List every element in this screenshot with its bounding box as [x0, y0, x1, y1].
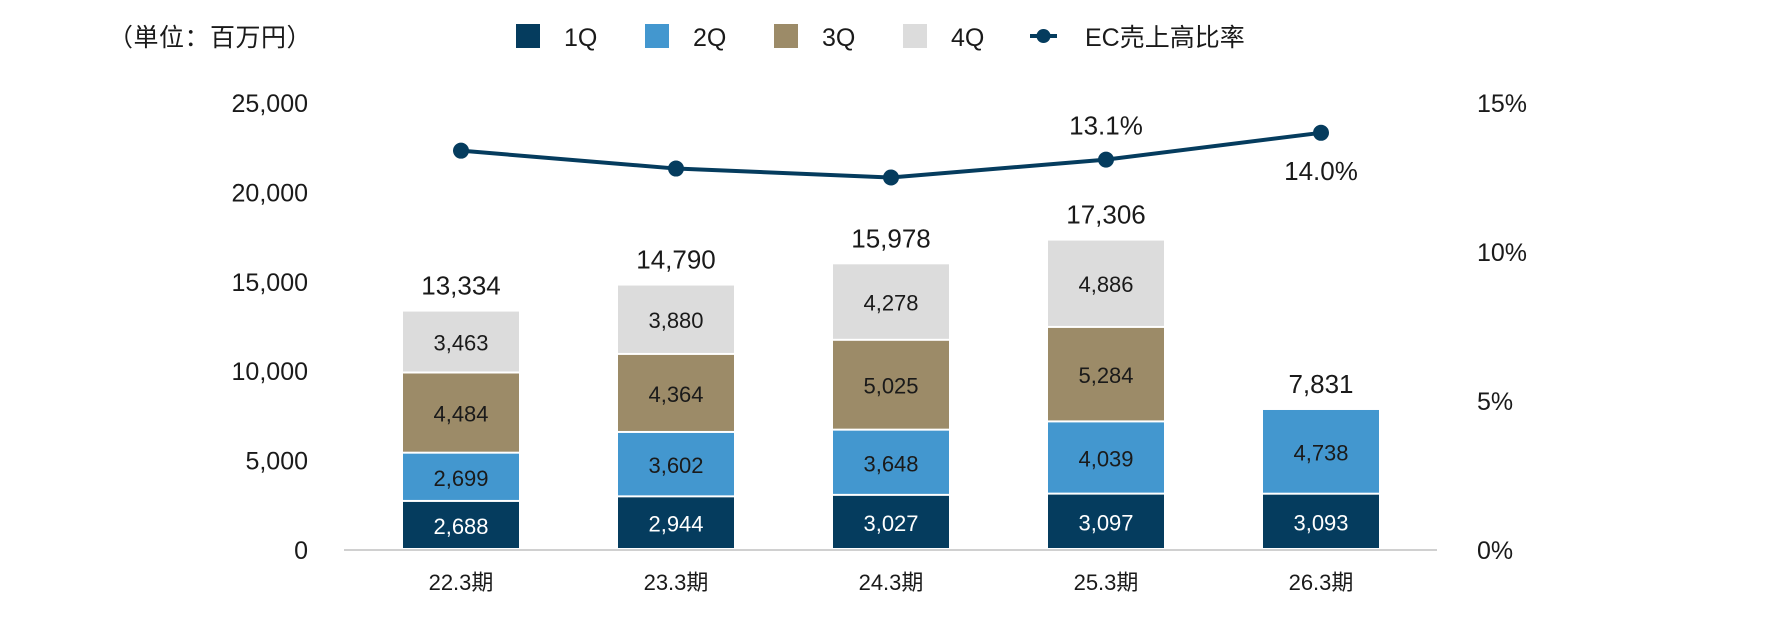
legend-label: EC売上高比率	[1085, 24, 1245, 52]
bar-segment-3Q[interactable]	[833, 340, 949, 429]
segment-value-label: 4,278	[863, 291, 918, 316]
ratio-value-label: 13.1%	[1069, 111, 1143, 141]
bar-segment-2Q[interactable]	[618, 432, 734, 496]
segment-value-label: 2,688	[433, 514, 488, 539]
bar-segment-4Q[interactable]	[403, 311, 519, 372]
legend-label: 2Q	[693, 24, 726, 52]
total-value-label: 7,831	[1288, 369, 1353, 399]
legend-swatch-icon	[774, 24, 798, 48]
segment-value-label: 4,484	[433, 402, 488, 427]
ratio-marker-icon[interactable]	[453, 142, 469, 159]
y-tick-label: 0	[294, 537, 308, 565]
legend-item-4Q[interactable]: 4Q	[903, 24, 984, 52]
bar-group-26.3期[interactable]: 3,093 4,738 7,831	[1263, 369, 1379, 548]
bar-segment-4Q[interactable]	[618, 285, 734, 353]
x-tick-label: 22.3期	[429, 570, 494, 595]
x-tick-label: 26.3期	[1289, 570, 1354, 595]
segment-value-label: 3,097	[1078, 510, 1133, 535]
bar-segment-4Q[interactable]	[833, 264, 949, 339]
bar-segment-3Q[interactable]	[618, 354, 734, 431]
total-value-label: 15,978	[851, 223, 931, 253]
x-axis-labels: 22.3期 23.3期 24.3期 25.3期 26.3期	[429, 570, 1354, 595]
y2-tick-label: 10%	[1477, 239, 1527, 267]
total-value-label: 13,334	[421, 271, 501, 301]
y-tick-label: 15,000	[232, 269, 308, 297]
bar-group-24.3期[interactable]: 3,027 3,648 5,025 4,278 15,978	[833, 223, 949, 548]
segment-value-label: 4,364	[648, 382, 703, 407]
y-tick-label: 10,000	[232, 358, 308, 386]
y2-tick-label: 0%	[1477, 537, 1513, 565]
bar-segment-2Q[interactable]	[1263, 409, 1379, 493]
total-value-label: 17,306	[1066, 200, 1146, 230]
bar-segment-1Q[interactable]	[1048, 494, 1164, 548]
legend: 1Q 2Q 3Q 4Q EC売上高比率	[516, 24, 1245, 52]
segment-value-label: 3,463	[433, 331, 488, 356]
legend-swatch-icon	[645, 24, 669, 48]
bar-segment-2Q[interactable]	[403, 453, 519, 500]
y-tick-label: 5,000	[245, 448, 308, 476]
legend-item-2Q[interactable]: 2Q	[645, 24, 726, 52]
segment-value-label: 3,880	[648, 308, 703, 333]
legend-swatch-icon	[903, 24, 927, 48]
legend-label: 1Q	[564, 24, 597, 52]
ratio-marker-icon[interactable]	[1313, 124, 1329, 141]
bar-segment-1Q[interactable]	[833, 495, 949, 548]
legend-item-EC売上高比率[interactable]: EC売上高比率	[1030, 24, 1245, 52]
legend-swatch-icon	[516, 24, 540, 48]
bar-segment-3Q[interactable]	[403, 373, 519, 452]
total-value-label: 14,790	[636, 245, 716, 275]
bar-group-22.3期[interactable]: 2,688 2,699 4,484 3,463 13,334	[403, 271, 519, 548]
bar-segment-1Q[interactable]	[1263, 494, 1379, 548]
legend-label: 4Q	[951, 24, 984, 52]
bar-group-25.3期[interactable]: 3,097 4,039 5,284 4,886 17,306	[1048, 200, 1164, 548]
bars: 2,688 2,699 4,484 3,463 13,334 2,944 3,602 4,36…	[403, 200, 1379, 548]
segment-value-label: 4,039	[1078, 447, 1133, 472]
bar-segment-1Q[interactable]	[618, 497, 734, 548]
ratio-marker-icon[interactable]	[668, 160, 684, 177]
legend-item-1Q[interactable]: 1Q	[516, 24, 597, 52]
y2-tick-label: 5%	[1477, 388, 1513, 416]
y-axis-left: 0 5,000 10,000 15,000 20,000 25,000	[232, 90, 308, 565]
segment-value-label: 4,886	[1078, 272, 1133, 297]
segment-value-label: 3,093	[1293, 510, 1348, 535]
legend-item-3Q[interactable]: 3Q	[774, 24, 855, 52]
x-tick-label: 25.3期	[1074, 570, 1139, 595]
segment-value-label: 5,284	[1078, 363, 1133, 388]
segment-value-label: 5,025	[863, 374, 918, 399]
y-tick-label: 25,000	[232, 90, 308, 118]
bar-group-23.3期[interactable]: 2,944 3,602 4,364 3,880 14,790	[618, 245, 734, 548]
y-axis-right: 0% 5% 10% 15%	[1477, 90, 1527, 565]
segment-value-label: 2,699	[433, 466, 488, 491]
legend-label: 3Q	[822, 24, 855, 52]
ec-ratio-line: 13.1% 14.0%	[453, 111, 1358, 186]
unit-label: （単位：百万円）	[108, 24, 313, 52]
legend-marker-icon	[1036, 29, 1051, 43]
ratio-value-label: 14.0%	[1284, 156, 1358, 186]
bar-segment-1Q[interactable]	[403, 501, 519, 548]
segment-value-label: 4,738	[1293, 440, 1348, 465]
bar-segment-2Q[interactable]	[1048, 422, 1164, 493]
bar-segment-3Q[interactable]	[1048, 327, 1164, 421]
segment-value-label: 3,027	[863, 511, 918, 536]
bar-segment-2Q[interactable]	[833, 430, 949, 494]
ratio-marker-icon[interactable]	[1098, 151, 1114, 168]
ratio-marker-icon[interactable]	[883, 169, 899, 186]
bar-segment-4Q[interactable]	[1048, 240, 1164, 326]
segment-value-label: 2,944	[648, 512, 703, 537]
y-tick-label: 20,000	[232, 179, 308, 207]
x-tick-label: 24.3期	[859, 570, 924, 595]
y2-tick-label: 15%	[1477, 90, 1527, 118]
segment-value-label: 3,602	[648, 453, 703, 478]
x-tick-label: 23.3期	[644, 570, 709, 595]
segment-value-label: 3,648	[863, 451, 918, 476]
